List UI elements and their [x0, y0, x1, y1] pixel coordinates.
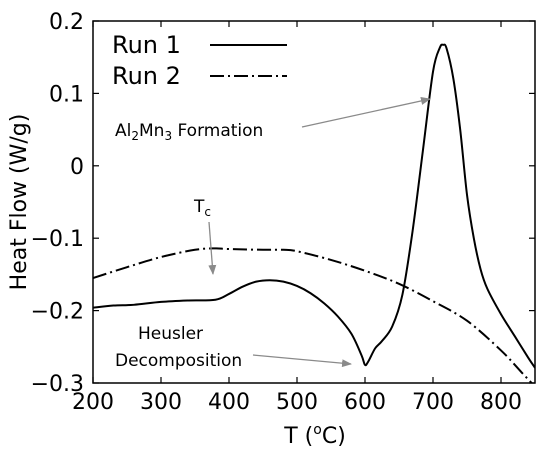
plot-frame: [92, 20, 536, 384]
series-layer: [93, 43, 535, 383]
x-axis-title-unit-c: C): [322, 424, 346, 449]
x-tick-label: 800: [480, 390, 522, 415]
arrow-tc: [208, 221, 217, 275]
y-tick-label: 0.2: [49, 10, 84, 35]
annotation-al2mn3-sub2: 2: [131, 129, 139, 143]
annotation-tc-sub: c: [204, 205, 211, 219]
annotation-heusler-line2: Decomposition: [115, 351, 242, 371]
annotation-al2mn3: Al2Mn3 Formation: [115, 121, 263, 143]
x-axis-title-var: T: [283, 424, 298, 449]
x-axis-title: T (oC): [283, 422, 346, 449]
annotation-tc-main: T: [193, 197, 205, 217]
annotation-al2mn3-al: Al: [115, 121, 131, 141]
annotation-al2mn3-mn: Mn: [139, 121, 164, 141]
annotations: Tc Al2Mn3 Formation Heusler Decompositio…: [115, 97, 431, 371]
y-axis-title: Heat Flow (W/g): [7, 114, 32, 291]
legend: Run 1 Run 2: [112, 31, 287, 90]
y-tick-label: 0.1: [49, 82, 84, 107]
legend-label-run2: Run 2: [112, 62, 181, 90]
arrow-al2mn3: [301, 97, 431, 128]
x-tick-label: 500: [276, 390, 318, 415]
x-tick-label: 200: [72, 390, 114, 415]
x-axis-title-unit: (: [298, 424, 314, 449]
x-tick-label: 700: [412, 390, 454, 415]
y-tick-label: −0.3: [31, 372, 84, 397]
annotation-al2mn3-sub3: 3: [164, 129, 172, 143]
annotation-al2mn3-rest: Formation: [172, 121, 263, 141]
x-tick-label: 400: [208, 390, 250, 415]
legend-label-run1: Run 1: [112, 31, 181, 59]
x-tick-label: 300: [140, 390, 182, 415]
y-tick-label: 0: [70, 155, 84, 180]
series-line-run1: [93, 43, 535, 369]
x-tick-label: 600: [344, 390, 386, 415]
y-tick-label: −0.2: [31, 300, 84, 325]
ticks-layer: 200 300 400 500 600 700 800 −0.3 −0.2 −0.1 0 0.1 0.2: [31, 10, 535, 415]
annotation-tc: Tc: [193, 197, 211, 219]
x-axis-title-degree: o: [313, 422, 322, 438]
arrow-heusler: [252, 354, 352, 368]
annotation-heusler-line1: Heusler: [138, 324, 203, 344]
y-tick-label: −0.1: [31, 227, 84, 252]
series-line-run2: [93, 247, 533, 383]
